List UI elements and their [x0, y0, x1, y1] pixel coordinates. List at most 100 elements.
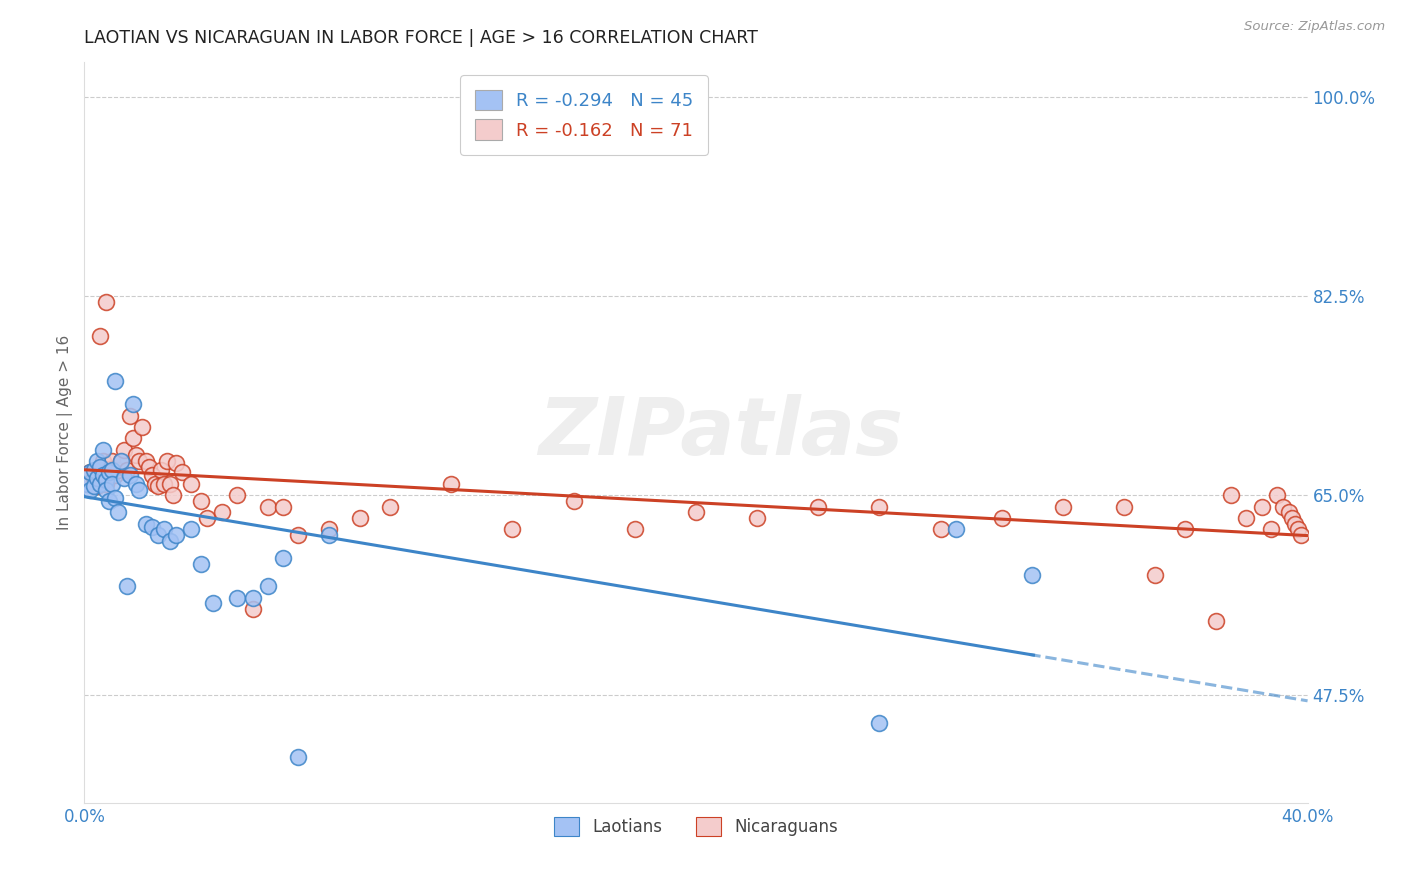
Y-axis label: In Labor Force | Age > 16: In Labor Force | Age > 16	[58, 335, 73, 530]
Point	[112, 471, 135, 485]
Point	[146, 479, 169, 493]
Point	[120, 467, 142, 482]
Text: Source: ZipAtlas.com: Source: ZipAtlas.com	[1244, 20, 1385, 33]
Point	[1236, 511, 1258, 525]
Point	[271, 500, 294, 514]
Point	[201, 597, 224, 611]
Point	[226, 591, 249, 605]
Point	[128, 483, 150, 497]
Legend: Laotians, Nicaraguans: Laotians, Nicaraguans	[547, 810, 845, 843]
Point	[195, 511, 218, 525]
Point	[83, 463, 105, 477]
Point	[1205, 614, 1227, 628]
Point	[91, 454, 114, 468]
Point	[83, 479, 105, 493]
Point	[180, 523, 202, 537]
Point	[287, 528, 309, 542]
Point	[131, 420, 153, 434]
Point	[128, 454, 150, 468]
Point	[94, 294, 117, 309]
Point	[190, 557, 212, 571]
Point	[83, 471, 105, 485]
Text: ZIPatlas: ZIPatlas	[538, 393, 903, 472]
Point	[1174, 523, 1197, 537]
Point	[101, 454, 124, 468]
Point	[318, 528, 340, 542]
Point	[159, 476, 181, 491]
Point	[89, 328, 111, 343]
Point	[89, 459, 111, 474]
Point	[380, 500, 402, 514]
Point	[107, 463, 129, 477]
Point	[318, 523, 340, 537]
Point	[91, 467, 114, 482]
Point	[76, 476, 98, 491]
Point	[1021, 568, 1043, 582]
Point	[97, 466, 120, 480]
Point	[1052, 500, 1074, 514]
Point	[79, 466, 101, 480]
Point	[180, 476, 202, 491]
Point	[1281, 511, 1303, 525]
Point	[146, 528, 169, 542]
Point	[257, 579, 280, 593]
Point	[1272, 500, 1295, 514]
Point	[97, 462, 120, 476]
Point	[94, 476, 117, 491]
Point	[242, 591, 264, 605]
Point	[165, 528, 187, 542]
Point	[143, 476, 166, 491]
Point	[869, 500, 891, 514]
Point	[226, 488, 249, 502]
Point	[624, 523, 647, 537]
Point	[747, 511, 769, 525]
Point	[991, 511, 1014, 525]
Point	[287, 750, 309, 764]
Point	[1286, 523, 1309, 537]
Point	[101, 463, 124, 477]
Point	[945, 523, 967, 537]
Point	[110, 454, 132, 468]
Point	[79, 483, 101, 497]
Point	[141, 467, 163, 482]
Point	[929, 523, 952, 537]
Point	[122, 397, 145, 411]
Point	[162, 488, 184, 502]
Point	[104, 491, 127, 505]
Point	[172, 466, 194, 480]
Point	[122, 431, 145, 445]
Point	[115, 463, 138, 477]
Point	[107, 505, 129, 519]
Point	[86, 454, 108, 468]
Point	[101, 476, 124, 491]
Point	[211, 505, 233, 519]
Point	[1114, 500, 1136, 514]
Point	[125, 449, 148, 463]
Point	[79, 466, 101, 480]
Point	[156, 454, 179, 468]
Point	[112, 442, 135, 457]
Point	[271, 550, 294, 565]
Point	[89, 476, 111, 491]
Point	[257, 500, 280, 514]
Point	[1265, 488, 1288, 502]
Point	[1250, 500, 1272, 514]
Point	[94, 483, 117, 497]
Point	[869, 716, 891, 731]
Point	[110, 454, 132, 468]
Point	[86, 479, 108, 493]
Point	[440, 476, 463, 491]
Point	[685, 505, 707, 519]
Point	[1291, 528, 1313, 542]
Point	[104, 467, 127, 482]
Point	[141, 520, 163, 534]
Point	[562, 494, 585, 508]
Point	[97, 494, 120, 508]
Point	[807, 500, 830, 514]
Point	[165, 456, 187, 470]
Point	[104, 375, 127, 389]
Point	[159, 533, 181, 548]
Point	[1260, 523, 1282, 537]
Point	[349, 511, 371, 525]
Point	[120, 409, 142, 423]
